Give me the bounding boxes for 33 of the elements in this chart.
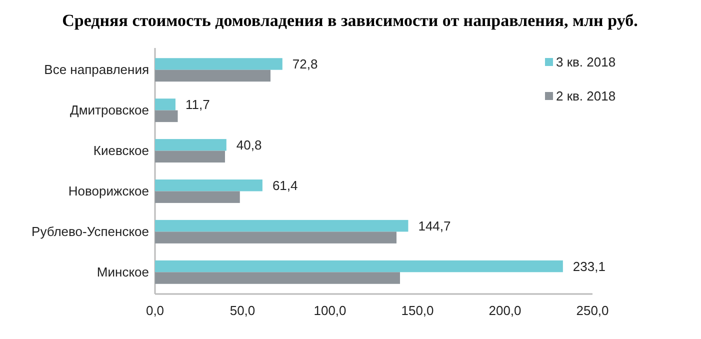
bar — [155, 150, 225, 163]
bar — [155, 179, 262, 192]
bar — [155, 191, 240, 203]
data-label: 144,7 — [418, 218, 451, 234]
y-tick-label: Рублево-Успенское — [32, 224, 149, 239]
legend-label: 3 кв. 2018 — [556, 54, 616, 70]
bar — [155, 70, 270, 82]
x-tick-label: 100,0 — [314, 303, 346, 318]
bar — [155, 220, 408, 232]
data-label: 11,7 — [185, 96, 210, 112]
x-tick-label: 150,0 — [401, 303, 434, 318]
chart-title: Средняя стоимость домовладения в зависимости от направления, млн руб. — [62, 11, 638, 30]
legend-label: 2 кв. 2018 — [556, 88, 616, 104]
x-tick-label: 50,0 — [230, 303, 256, 318]
x-tick-label: 250,0 — [576, 303, 609, 318]
y-tick-label: Новорижское — [68, 183, 149, 198]
data-label: 40,8 — [236, 137, 262, 152]
x-tick-label: 200,0 — [488, 303, 522, 318]
bar — [155, 139, 226, 151]
bar — [155, 272, 400, 284]
y-tick-label: Минское — [96, 264, 149, 280]
x-tick-label: 0,0 — [146, 303, 164, 318]
bar — [155, 260, 563, 272]
bar — [155, 110, 178, 122]
y-tick-label: Киевское — [93, 142, 149, 158]
y-tick-label: Все направления — [44, 62, 149, 78]
data-label: 233,1 — [572, 258, 606, 274]
bar — [155, 98, 176, 110]
data-label: 61,4 — [272, 178, 298, 193]
bar — [155, 58, 282, 70]
bar — [155, 232, 396, 244]
y-tick-label: Дмитровское — [70, 102, 149, 118]
data-label: 72,8 — [292, 56, 318, 72]
